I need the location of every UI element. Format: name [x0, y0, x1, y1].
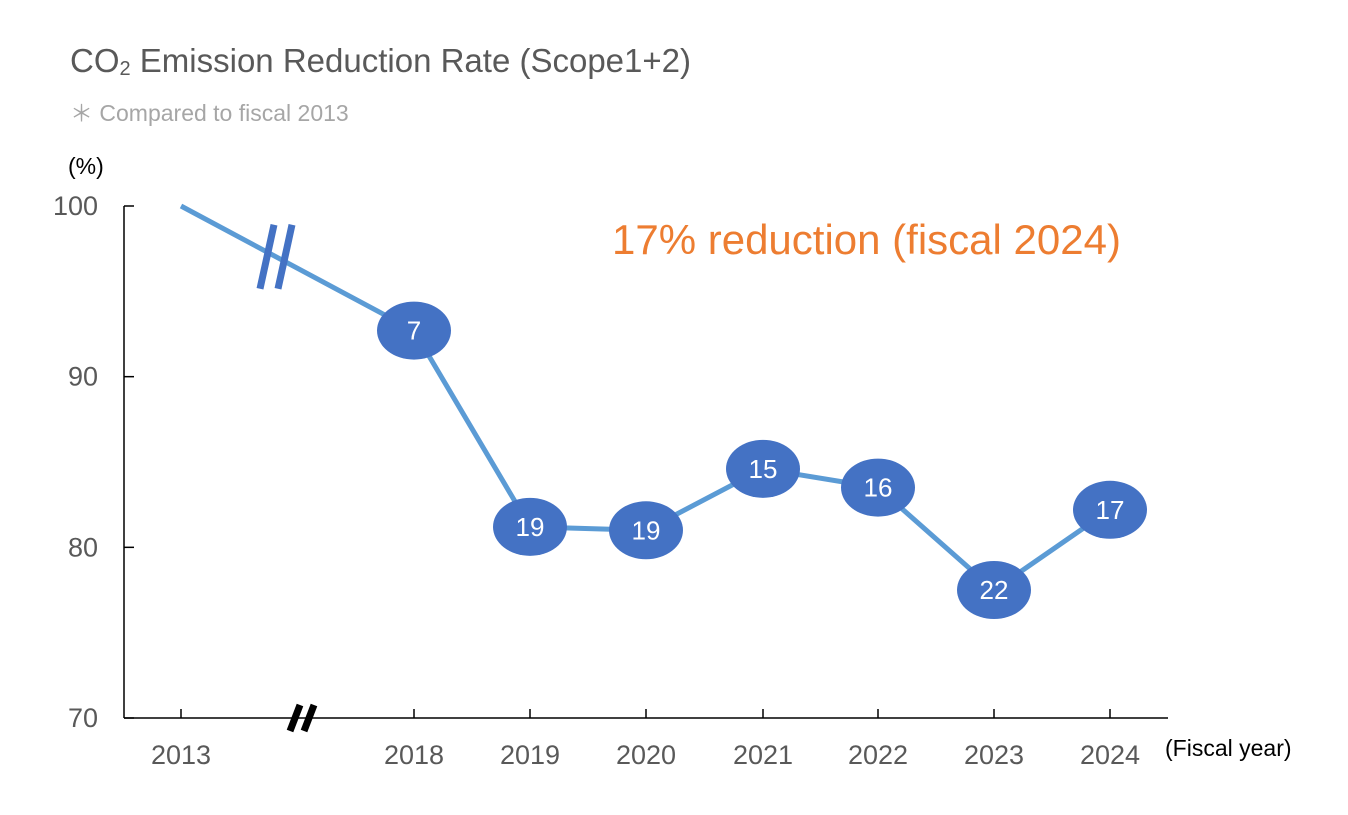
- y-tick-label-90: 90: [68, 362, 98, 392]
- x-tick-label-2019: 2019: [500, 740, 560, 770]
- data-label-2021: 15: [749, 454, 778, 484]
- axes: 100 90 80 70 2013 2018 2019 2020 2021 2022 2023 202…: [53, 191, 1168, 770]
- data-label-2019: 19: [516, 512, 545, 542]
- data-label-2023: 22: [980, 575, 1009, 605]
- x-tick-label-2022: 2022: [848, 740, 908, 770]
- x-tick-label-2021: 2021: [733, 740, 793, 770]
- data-point-2022: [841, 458, 915, 517]
- x-tick-label-2024: 2024: [1080, 740, 1140, 770]
- data-label-2018: 7: [407, 316, 421, 346]
- data-point-2023: [957, 561, 1031, 619]
- chart-title: CO2 Emission Reduction Rate (Scope1+2): [70, 42, 691, 81]
- line-break-stroke-1: [256, 224, 278, 290]
- y-tick-label-100: 100: [53, 191, 98, 221]
- title-main: CO: [70, 42, 120, 79]
- chart-subtitle: ＊ Compared to fiscal 2013: [70, 100, 349, 126]
- y-tick-label-80: 80: [68, 532, 98, 562]
- y-axis-label: (%): [68, 153, 104, 179]
- line-break-stroke-2: [274, 224, 296, 290]
- axis-breaks: [256, 224, 318, 733]
- data-label-2024: 17: [1096, 495, 1125, 525]
- data-label-2020: 19: [632, 515, 661, 545]
- reduction-annotation: 17% reduction (fiscal 2024): [612, 216, 1121, 263]
- data-point-2020: [609, 501, 683, 560]
- data-label-2022: 16: [864, 473, 893, 503]
- data-point-2021: [726, 439, 800, 498]
- x-axis-label: (Fiscal year): [1165, 735, 1292, 761]
- x-axis-break-stroke-1: [286, 703, 304, 733]
- x-tick-label-2023: 2023: [964, 740, 1024, 770]
- title-rest: Emission Reduction Rate (Scope1+2): [130, 42, 691, 79]
- data-point-2018: [377, 301, 451, 360]
- data-point-2019: [493, 497, 567, 556]
- data-point-2024: [1073, 480, 1147, 539]
- x-axis-break-stroke-2: [300, 703, 318, 733]
- title-subscript: 2: [119, 58, 131, 80]
- data-markers: 7 19 19 15 16 22 17: [377, 301, 1147, 619]
- x-tick-label-2013: 2013: [151, 740, 211, 770]
- y-tick-label-70: 70: [68, 703, 98, 733]
- x-tick-label-2018: 2018: [384, 740, 444, 770]
- x-tick-label-2020: 2020: [616, 740, 676, 770]
